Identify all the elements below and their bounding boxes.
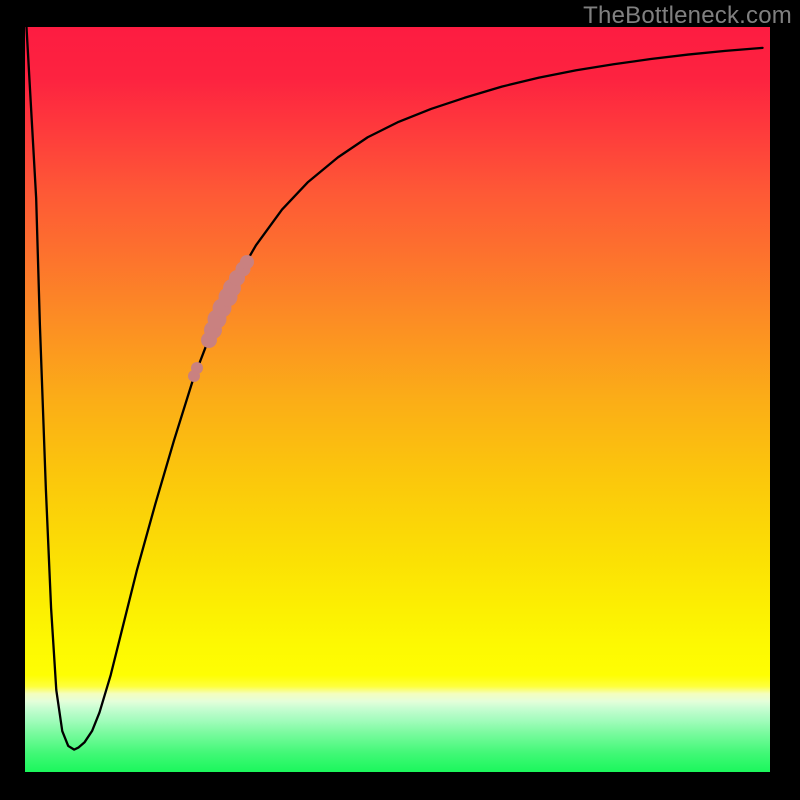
bottleneck-curve bbox=[26, 27, 762, 750]
plot-area bbox=[25, 27, 770, 772]
watermark-text: TheBottleneck.com bbox=[583, 2, 792, 30]
curve-layer bbox=[25, 27, 770, 772]
highlight-marker bbox=[240, 255, 254, 269]
chart-canvas: TheBottleneck.com bbox=[0, 0, 800, 800]
highlight-marker bbox=[191, 362, 203, 374]
